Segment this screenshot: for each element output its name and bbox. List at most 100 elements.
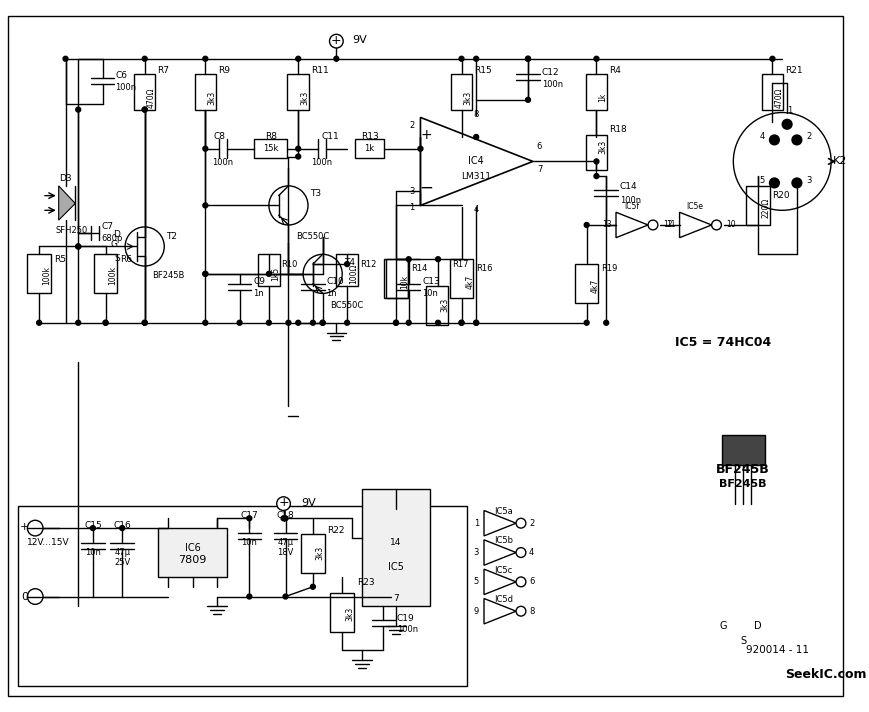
Bar (195, 74, 216, 110)
Circle shape (515, 607, 525, 616)
Text: T4: T4 (344, 258, 355, 266)
Text: R17: R17 (451, 260, 468, 268)
Text: T2: T2 (166, 232, 177, 241)
Text: 3: 3 (408, 187, 415, 197)
Polygon shape (58, 186, 76, 220)
Circle shape (584, 223, 588, 227)
Text: 1n: 1n (326, 289, 337, 298)
Text: 4: 4 (473, 205, 478, 214)
Circle shape (334, 56, 338, 61)
Circle shape (459, 56, 463, 61)
Circle shape (27, 589, 43, 604)
Text: R10: R10 (282, 260, 298, 268)
Circle shape (103, 320, 108, 325)
Circle shape (266, 271, 271, 276)
Text: 3k3: 3k3 (440, 298, 448, 313)
Text: 3: 3 (806, 177, 811, 186)
Text: IC5 = 74HC04: IC5 = 74HC04 (673, 336, 770, 349)
Circle shape (247, 516, 251, 520)
Text: IC5: IC5 (388, 562, 403, 572)
Text: 100n: 100n (212, 158, 233, 167)
Text: 12: 12 (662, 221, 672, 229)
Circle shape (791, 135, 801, 145)
Text: R4: R4 (608, 66, 620, 75)
Bar (386, 259, 408, 298)
Circle shape (302, 254, 342, 293)
Text: T3: T3 (309, 189, 321, 198)
Text: R9: R9 (218, 66, 229, 75)
Text: +: + (278, 496, 289, 509)
Text: 7: 7 (536, 164, 541, 174)
Bar (258, 254, 279, 286)
Circle shape (515, 577, 525, 587)
Text: G: G (719, 621, 726, 631)
Bar (301, 534, 324, 573)
Circle shape (320, 320, 325, 325)
Circle shape (143, 107, 147, 112)
Circle shape (27, 520, 43, 536)
Circle shape (474, 135, 478, 140)
Text: IC5d: IC5d (494, 595, 513, 604)
Text: R18: R18 (608, 125, 627, 134)
Text: D3: D3 (58, 174, 71, 182)
Text: LM311: LM311 (461, 172, 491, 181)
Circle shape (103, 320, 108, 325)
Bar (574, 264, 598, 303)
Circle shape (202, 203, 208, 208)
Circle shape (781, 120, 791, 129)
Text: +: + (20, 522, 29, 532)
Bar (158, 528, 227, 577)
Text: 2: 2 (806, 132, 811, 142)
Circle shape (525, 56, 530, 61)
Text: SeekIC.com: SeekIC.com (785, 669, 866, 681)
Text: IC5b: IC5b (494, 536, 513, 545)
Circle shape (282, 516, 288, 520)
Circle shape (202, 271, 208, 276)
Circle shape (266, 320, 271, 325)
Circle shape (202, 271, 208, 276)
Circle shape (329, 34, 342, 48)
Circle shape (769, 135, 779, 145)
Circle shape (125, 227, 164, 266)
Circle shape (76, 320, 81, 325)
Text: 920014 - 11: 920014 - 11 (745, 645, 808, 655)
Text: 470Ω: 470Ω (147, 88, 156, 108)
Text: 100n: 100n (541, 80, 562, 89)
Text: 7809: 7809 (178, 555, 207, 565)
Text: 9: 9 (474, 607, 479, 616)
Text: 3k3: 3k3 (300, 90, 308, 105)
Text: 10n: 10n (422, 289, 438, 298)
Circle shape (76, 244, 81, 249)
Text: 3k3: 3k3 (315, 545, 324, 560)
Text: R6: R6 (120, 255, 132, 263)
Circle shape (525, 98, 530, 103)
Text: 10n: 10n (85, 548, 101, 557)
Text: C8: C8 (213, 132, 225, 142)
Bar (362, 489, 430, 607)
Circle shape (647, 220, 657, 230)
Text: 0: 0 (21, 592, 28, 602)
Text: 3k3: 3k3 (345, 607, 354, 622)
Circle shape (459, 320, 463, 325)
Circle shape (90, 525, 96, 530)
Text: 10k: 10k (400, 275, 408, 289)
Text: R14: R14 (410, 264, 427, 273)
Bar (330, 592, 354, 632)
Text: 9V: 9V (352, 35, 367, 45)
Text: 4: 4 (759, 132, 764, 142)
Text: R22: R22 (328, 525, 345, 535)
Circle shape (435, 257, 440, 261)
Text: IC6: IC6 (184, 543, 200, 553)
Text: R21: R21 (784, 66, 802, 75)
Text: 100k: 100k (42, 266, 51, 286)
Circle shape (76, 107, 81, 112)
Text: R5: R5 (54, 255, 66, 263)
Circle shape (474, 320, 478, 325)
Text: D: D (753, 621, 760, 631)
Text: 8: 8 (528, 607, 534, 616)
Text: 4k7: 4k7 (590, 278, 599, 293)
Circle shape (120, 525, 124, 530)
Bar (336, 254, 357, 286)
Bar (761, 74, 782, 110)
Circle shape (594, 159, 598, 164)
